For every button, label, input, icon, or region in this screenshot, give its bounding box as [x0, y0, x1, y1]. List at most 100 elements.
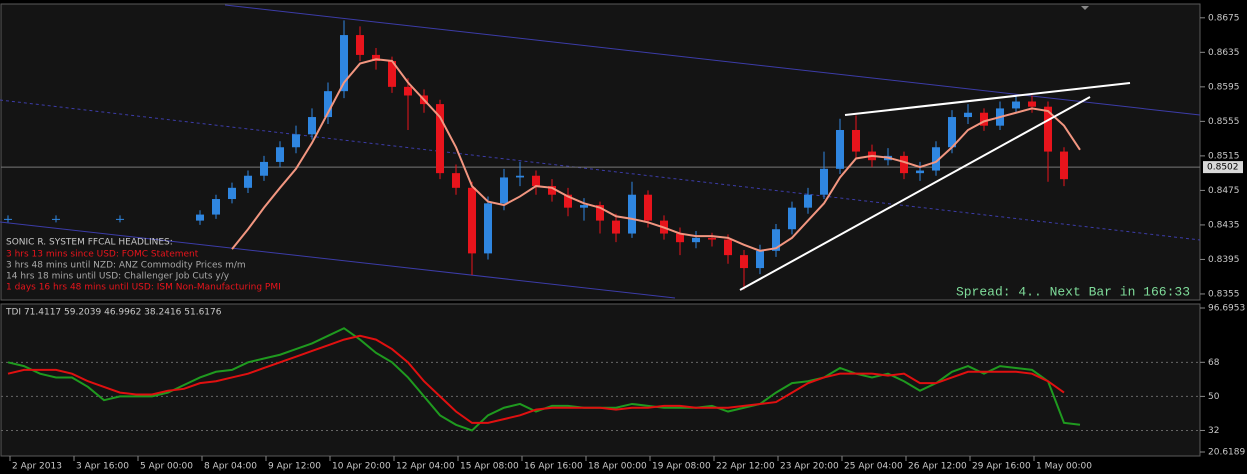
candle-body: [228, 187, 236, 200]
trend-line-upper: [844, 82, 1131, 116]
x-tick-label: 26 Apr 12:00: [908, 462, 967, 472]
y-tick-label: 20.6189: [1208, 448, 1245, 458]
candle-body: [932, 147, 940, 171]
x-tick-label: 1 May 00:00: [1036, 462, 1092, 472]
channel-upper: [224, 4, 1201, 116]
candle-body: [676, 233, 684, 243]
candle-body: [116, 218, 124, 220]
headline-title: SONIC R. SYSTEM FFCAL HEADLINES:: [6, 238, 173, 248]
last-price-box: [1203, 161, 1243, 174]
candle-body: [452, 173, 460, 188]
tdi-title: TDI 71.4117 59.2039 46.9962 38.2416 51.6…: [5, 308, 222, 318]
candle-body: [548, 186, 556, 195]
shift-marker: [1081, 6, 1089, 10]
y-tick-label: 0.8475: [1208, 186, 1240, 196]
candle-body: [340, 35, 348, 92]
x-tick-label: 12 Apr 04:00: [396, 462, 455, 472]
x-tick-label: 16 Apr 16:00: [524, 462, 583, 472]
headline: 3 hrs 13 mins since USD: FOMC Statement: [6, 250, 199, 260]
candle-body: [260, 161, 268, 176]
x-tick-label: 2 Apr 2013: [12, 462, 62, 472]
y-tick-label: 0.8435: [1208, 220, 1240, 230]
candle-body: [708, 237, 716, 240]
candle-body: [468, 187, 476, 254]
x-tick-label: 18 Apr 00:00: [588, 462, 647, 472]
candle-body: [212, 199, 220, 215]
series-line: [7, 334, 1065, 424]
candle-body: [564, 194, 572, 208]
last-price-label: 0.8502: [1207, 163, 1239, 173]
candle-body: [740, 255, 748, 269]
candle-body: [692, 237, 700, 243]
candle-body: [756, 250, 764, 269]
candle-body: [580, 205, 588, 208]
y-tick-label: 0.8355: [1208, 289, 1240, 299]
candle-body: [516, 175, 524, 178]
candle-body: [804, 194, 812, 208]
candle-body: [196, 214, 204, 221]
candle-body: [980, 112, 988, 126]
candle-body: [532, 175, 540, 187]
candle-body: [4, 218, 12, 220]
x-tick-label: 29 Apr 16:00: [972, 462, 1031, 472]
candle-body: [484, 203, 492, 254]
candle-body: [628, 194, 636, 234]
candle-body: [1012, 101, 1020, 109]
candle-body: [52, 218, 60, 220]
candle-body: [836, 129, 844, 169]
y-tick-label: 0.8515: [1208, 151, 1240, 161]
candle-body: [900, 155, 908, 174]
trend-line-lower: [739, 96, 1091, 291]
candle-body: [1044, 106, 1052, 152]
y-tick-label: 0.8395: [1208, 255, 1240, 265]
candle-body: [788, 207, 796, 230]
candle-body: [1028, 101, 1036, 107]
candle-body: [596, 205, 604, 221]
x-tick-label: 19 Apr 08:00: [652, 462, 711, 472]
headline: 1 days 16 hrs 48 mins until USD: ISM Non…: [6, 283, 281, 293]
candle-body: [436, 104, 444, 174]
headline: 3 hrs 48 mins until NZD: ANZ Commodity P…: [6, 261, 246, 271]
channel-lower: [0, 221, 676, 299]
candle-body: [612, 220, 620, 234]
candle-body: [276, 147, 284, 162]
candle-body: [724, 239, 732, 256]
x-tick-label: 3 Apr 16:00: [76, 462, 129, 472]
candle-body: [324, 91, 332, 118]
tdi-panel: [0, 303, 1201, 457]
candle-body: [772, 229, 780, 251]
candle-body: [644, 194, 652, 221]
candle-body: [852, 129, 860, 152]
x-tick-label: 23 Apr 20:00: [780, 462, 839, 472]
candle-body: [372, 54, 380, 61]
x-tick-label: 5 Apr 00:00: [140, 462, 193, 472]
series-line: [231, 58, 1081, 252]
x-tick-label: 25 Apr 04:00: [844, 462, 903, 472]
candle-body: [948, 117, 956, 148]
candle-body: [244, 175, 252, 188]
candle-body: [1060, 151, 1068, 180]
candle-body: [308, 117, 316, 135]
headline: 14 hrs 18 mins until USD: Challenger Job…: [6, 272, 230, 282]
y-tick-label: 0.8675: [1208, 13, 1240, 23]
y-tick-label: 50: [1208, 392, 1220, 402]
x-tick-label: 10 Apr 20:00: [332, 462, 391, 472]
candle-body: [820, 168, 828, 195]
x-tick-label: 22 Apr 12:00: [716, 462, 775, 472]
y-tick-label: 32: [1208, 426, 1219, 436]
y-tick-label: 0.8555: [1208, 117, 1240, 127]
x-tick-label: 9 Apr 12:00: [268, 462, 321, 472]
candle-body: [356, 35, 364, 55]
candle-body: [916, 170, 924, 174]
candle-body: [388, 60, 396, 87]
price-panel: [0, 3, 1201, 301]
spread-text: Spread: 4.. Next Bar in 166:33: [956, 284, 1190, 299]
candle-body: [292, 134, 300, 148]
y-tick-label: 96.6953: [1208, 304, 1245, 314]
y-tick-label: 0.8595: [1208, 82, 1240, 92]
y-tick-label: 0.8635: [1208, 48, 1240, 58]
x-tick-label: 8 Apr 04:00: [204, 462, 257, 472]
candle-body: [404, 86, 412, 96]
